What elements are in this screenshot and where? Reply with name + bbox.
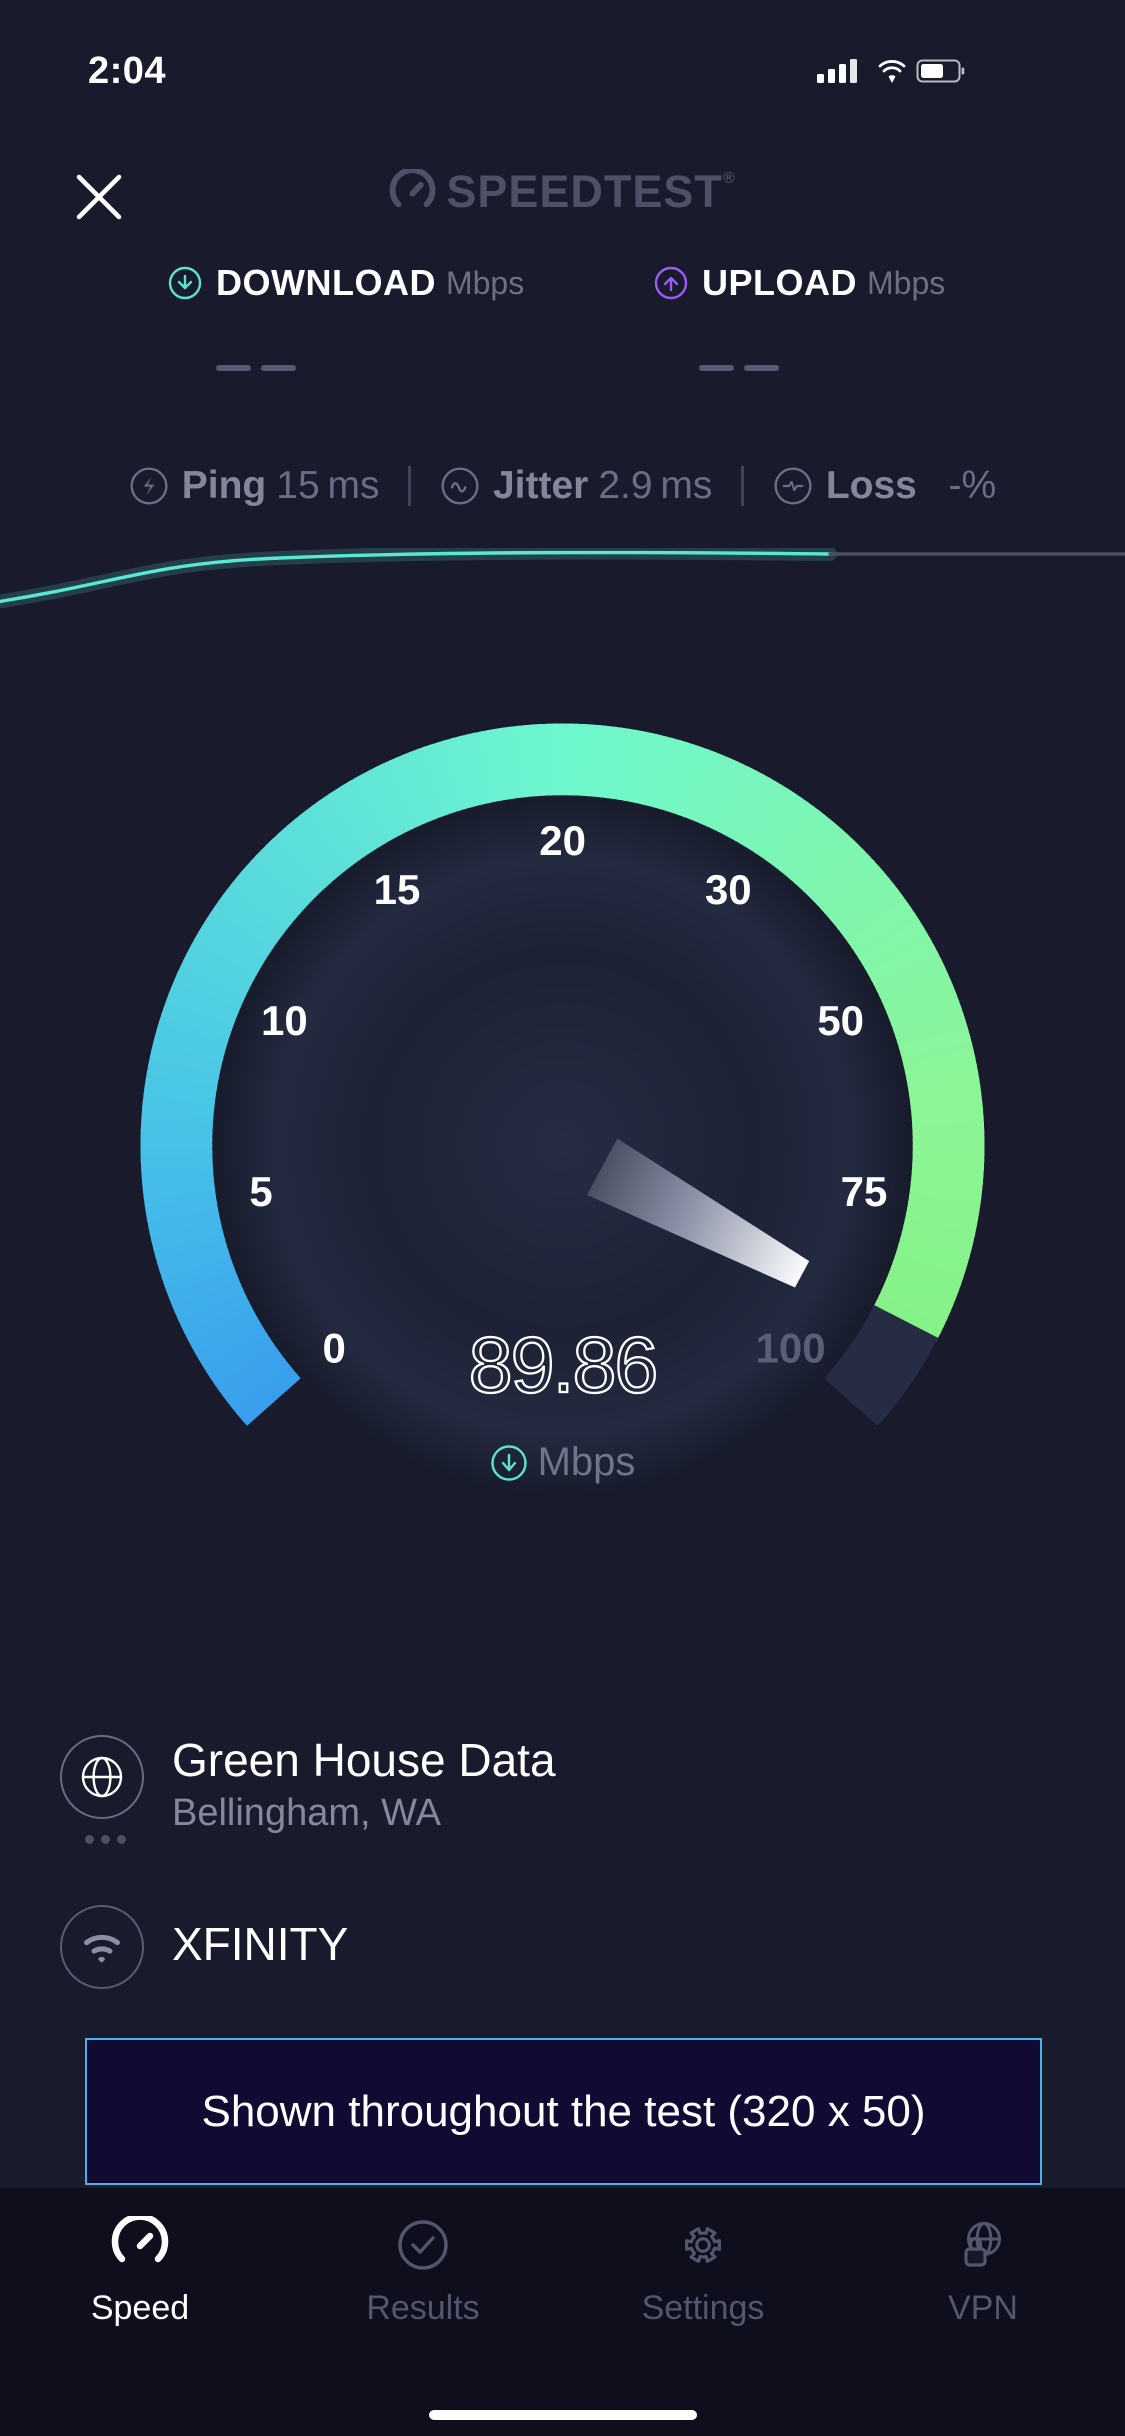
svg-text:75: 75	[841, 1168, 888, 1215]
svg-text:10: 10	[261, 997, 308, 1044]
svg-text:0: 0	[323, 1324, 346, 1371]
svg-text:100: 100	[756, 1325, 826, 1372]
svg-text:15: 15	[374, 866, 421, 913]
svg-text:89.86: 89.86	[469, 1320, 657, 1409]
svg-text:5: 5	[249, 1168, 272, 1215]
svg-text:50: 50	[817, 997, 864, 1044]
svg-text:30: 30	[705, 866, 752, 913]
svg-text:20: 20	[539, 817, 586, 864]
